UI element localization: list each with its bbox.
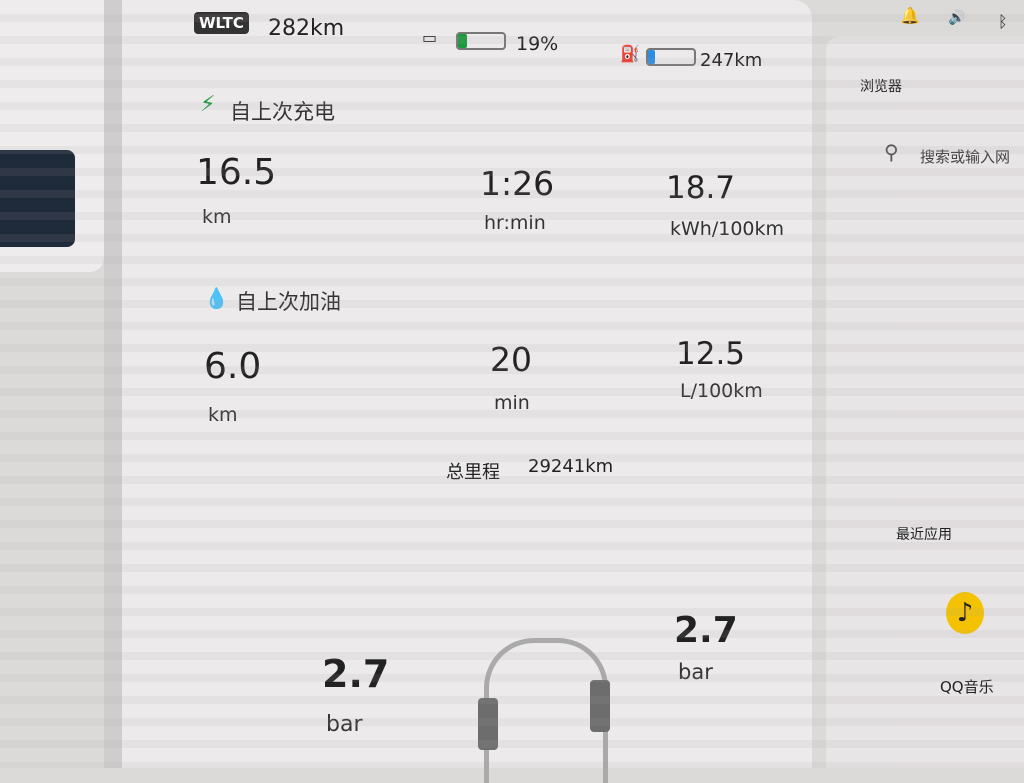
tire-front-right-icon xyxy=(590,680,610,732)
fuel-consumption-unit: L/100km xyxy=(680,380,763,402)
browser-title: 浏览器 xyxy=(860,79,902,95)
recent-apps-title: 最近应用 xyxy=(896,527,952,543)
tire-pressure-front-left: 2.7 xyxy=(322,652,390,696)
tire-front-left-icon xyxy=(478,698,498,750)
battery-fill xyxy=(458,34,467,48)
wltc-badge: WLTC xyxy=(194,12,249,34)
search-placeholder: 搜索或输入网 xyxy=(920,148,1011,166)
battery-bar xyxy=(456,32,506,50)
fuel-range: 247km xyxy=(700,50,763,71)
browser-search-input[interactable]: ⚲ 搜索或输入网 xyxy=(872,132,1024,178)
fuel-distance-unit: km xyxy=(208,404,238,426)
bluetooth-icon[interactable]: ᛒ xyxy=(998,12,1008,31)
fuel-consumption: 12.5 xyxy=(676,336,746,372)
side-panel: 浏览器 ⚲ 搜索或输入网 最近应用 ♪ QQ音乐 xyxy=(826,36,1024,768)
qq-music-icon[interactable]: ♪ xyxy=(946,592,984,634)
odometer-label: 总里程 xyxy=(446,462,500,483)
battery-icon: ▭ xyxy=(422,28,438,47)
notification-icon[interactable]: 🔔 xyxy=(900,6,920,25)
charge-distance-unit: km xyxy=(202,206,232,228)
fuel-bar xyxy=(646,48,696,66)
tire-pressure-front-right: 2.7 xyxy=(674,610,738,651)
battery-percent: 19% xyxy=(516,33,559,55)
charge-title: 自上次充电 xyxy=(230,100,335,124)
odometer-value: 29241km xyxy=(528,456,614,477)
fuel-time-unit: min xyxy=(494,392,530,414)
drop-icon: 💧 xyxy=(204,286,229,310)
search-icon: ⚲ xyxy=(884,140,899,164)
wltc-range: 282km xyxy=(268,16,345,41)
qq-music-label[interactable]: QQ音乐 xyxy=(940,678,994,696)
charge-consumption: 18.7 xyxy=(666,170,736,206)
charge-time: 1:26 xyxy=(480,164,555,203)
tire-unit-left: bar xyxy=(326,712,363,737)
fuel-time: 20 xyxy=(490,340,532,379)
charge-distance: 16.5 xyxy=(196,152,277,193)
lightning-icon: ⚡ xyxy=(200,92,216,117)
fuel-pump-icon: ⛽ xyxy=(620,44,640,63)
left-dark-button[interactable] xyxy=(0,150,75,247)
fuel-fill xyxy=(648,50,655,64)
volume-icon[interactable]: 🔊 xyxy=(948,10,966,26)
tire-unit-right: bar xyxy=(678,660,713,684)
trip-panel: WLTC 282km ▭ 19% ⛽ 247km ⚡ 自上次充电 16.5 km… xyxy=(122,0,812,783)
fuel-title: 自上次加油 xyxy=(236,290,341,314)
fuel-distance: 6.0 xyxy=(204,346,262,387)
charge-time-unit: hr:min xyxy=(484,212,546,234)
charge-consumption-unit: kWh/100km xyxy=(670,218,785,240)
